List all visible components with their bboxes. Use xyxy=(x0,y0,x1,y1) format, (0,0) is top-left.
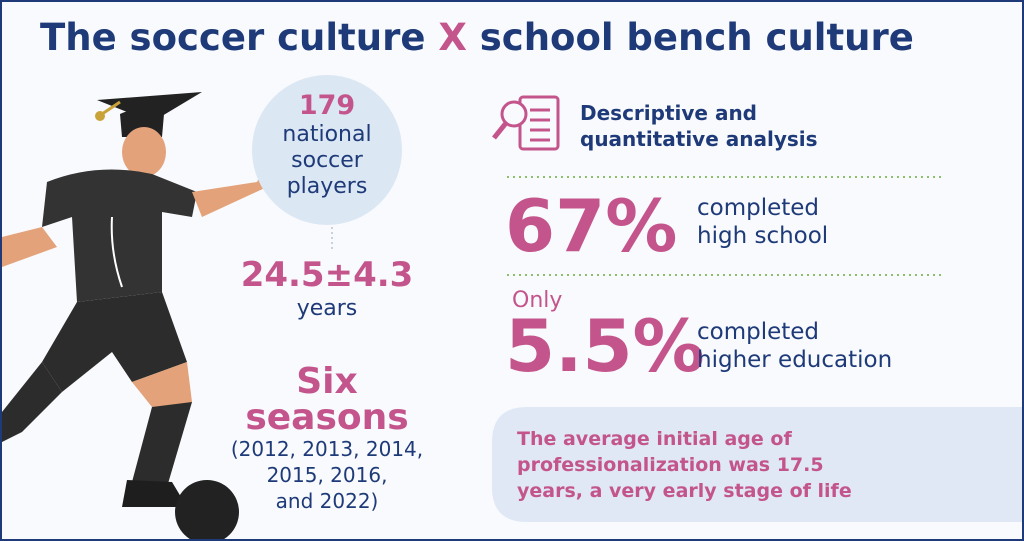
note-line: professionalization was 17.5 xyxy=(517,454,824,476)
label-line: completed xyxy=(697,195,820,221)
high-school-value: 67% xyxy=(505,184,678,268)
seasons-list: 2015, 2016, xyxy=(266,463,388,487)
note-line: The average initial age of xyxy=(517,428,792,450)
higher-education-label: completed higher education xyxy=(697,318,892,374)
sample-label: national xyxy=(282,122,372,147)
method-line: Descriptive and xyxy=(580,101,757,125)
seasons-title: Six xyxy=(296,361,358,402)
higher-education-value: 5.5% xyxy=(505,304,705,388)
method: Descriptive and quantitative analysis xyxy=(580,100,818,152)
seasons-list: and 2022) xyxy=(275,489,379,513)
sample-circle xyxy=(252,75,402,225)
high-school-label: completed high school xyxy=(697,194,828,250)
age-value: 24.5±4.3 xyxy=(240,255,414,295)
seasons-list: (2012, 2013, 2014, xyxy=(230,437,424,461)
title-part: school bench culture xyxy=(479,16,914,59)
note: The average initial age of professionali… xyxy=(517,426,852,504)
label-line: completed xyxy=(697,319,820,345)
title-part: The soccer culture xyxy=(40,16,426,59)
analysis-icon xyxy=(492,95,560,151)
seasons: Six seasons (2012, 2013, 2014, 2015, 201… xyxy=(212,364,442,514)
sample-count: 179 xyxy=(298,90,356,121)
seasons-title: seasons xyxy=(245,397,409,438)
player-illustration xyxy=(2,92,272,539)
title-x: X xyxy=(438,16,467,59)
title: The soccer culture X school bench cultur… xyxy=(40,16,914,59)
label-line: high school xyxy=(697,223,829,249)
note-line: years, a very early stage of life xyxy=(517,480,852,502)
sample-label: players xyxy=(286,174,368,199)
note-box xyxy=(492,407,1022,522)
age-unit: years xyxy=(296,296,358,321)
sample: 179 national soccer players xyxy=(252,90,402,200)
age: 24.5±4.3 years xyxy=(222,254,432,322)
higher-education-prefix: Only xyxy=(512,288,563,313)
sample-label: soccer xyxy=(291,148,363,173)
method-line: quantitative analysis xyxy=(580,127,818,151)
label-line: higher education xyxy=(697,347,893,373)
